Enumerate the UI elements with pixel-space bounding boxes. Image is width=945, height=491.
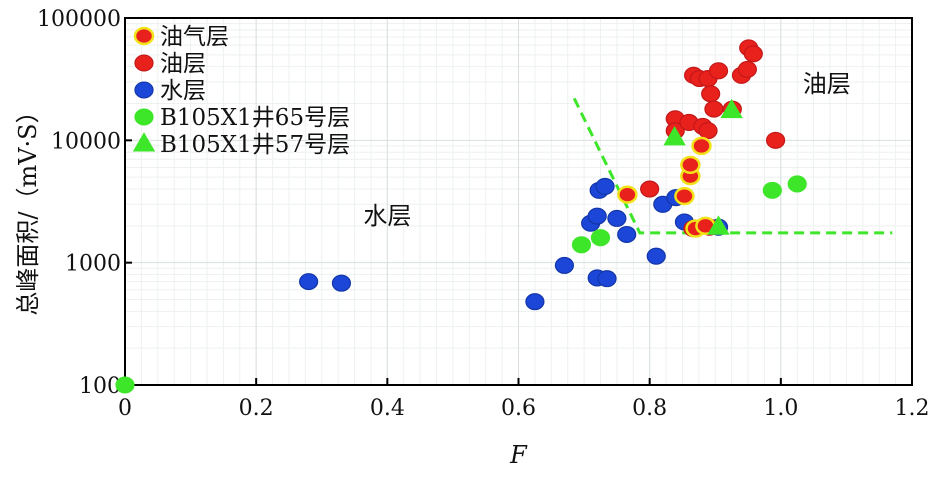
legend-label: 水层 xyxy=(160,78,206,104)
data-point-water xyxy=(331,274,352,292)
x-tick-label: 0.4 xyxy=(370,396,405,421)
data-point-b105x1-65 xyxy=(787,175,807,193)
data-point-oil xyxy=(701,85,721,103)
y-tick-label: 10000 xyxy=(51,129,121,154)
data-point-water xyxy=(554,256,575,274)
data-point-b105x1-57 xyxy=(720,98,743,119)
data-point-oil-gas xyxy=(691,136,712,156)
data-point-oil xyxy=(704,100,724,118)
data-point-oil xyxy=(737,60,757,78)
data-point-b105x1-57 xyxy=(663,126,686,146)
legend-label: 油气层 xyxy=(160,24,229,50)
x-tick-label: 1.0 xyxy=(763,396,798,421)
data-point-b105x1-57 xyxy=(707,215,730,235)
x-tick-label: 0 xyxy=(118,396,132,421)
legend-marker xyxy=(134,81,154,99)
x-tick-label: 1.2 xyxy=(895,396,930,421)
y-tick-label: 1000 xyxy=(65,252,121,277)
data-point-b105x1-65 xyxy=(571,236,592,254)
x-axis-title: F xyxy=(509,441,528,469)
data-point-b105x1-65 xyxy=(115,376,135,394)
data-point-water xyxy=(299,273,319,291)
legend-item-b105x1-57: B105X1井57号层 xyxy=(132,132,350,158)
legend-item-oil: 油层 xyxy=(134,51,206,77)
x-tick-label: 0.6 xyxy=(501,396,536,421)
y-axis-title: 总峰面积/（mV·S） xyxy=(14,99,42,315)
legend-marker xyxy=(132,132,156,152)
data-point-oil xyxy=(765,131,786,149)
data-point-oil xyxy=(698,122,718,140)
y-tick-label: 100 xyxy=(79,374,121,399)
legend-marker xyxy=(133,26,155,46)
data-point-oil-gas xyxy=(680,155,701,175)
legend-item-oil-gas: 油气层 xyxy=(133,24,229,50)
data-point-b105x1-65 xyxy=(762,181,782,199)
region-labels: 水层 油层 xyxy=(363,70,850,230)
data-point-oil xyxy=(708,62,729,80)
data-point-water xyxy=(587,207,607,225)
y-tick-label: 100000 xyxy=(37,7,121,32)
data-point-water xyxy=(525,293,545,311)
data-point-oil xyxy=(743,45,763,63)
data-points xyxy=(115,39,807,394)
legend-label: B105X1井57号层 xyxy=(160,132,350,158)
legend-label: 油层 xyxy=(160,51,206,77)
boundary-line xyxy=(572,97,893,235)
major-grid xyxy=(124,17,913,386)
region-label: 油层 xyxy=(803,70,851,98)
x-tick-labels: 0 0.2 0.4 0.6 0.8 1.0 1.2 xyxy=(118,396,930,421)
legend-marker xyxy=(134,108,154,126)
legend-item-b105x1-65: B105X1井65号层 xyxy=(134,105,350,131)
data-point-water xyxy=(595,177,615,195)
data-point-oil-gas xyxy=(617,185,638,204)
data-point-oil-gas xyxy=(674,186,695,206)
legend-marker xyxy=(134,54,154,72)
data-point-water xyxy=(597,270,617,288)
x-tick-label: 0.8 xyxy=(632,396,667,421)
legend-item-water: 水层 xyxy=(134,78,206,104)
data-point-b105x1-65 xyxy=(590,229,611,247)
y-tick-labels: 100 1000 10000 100000 xyxy=(37,7,121,399)
x-tick-label: 0.2 xyxy=(239,396,274,421)
data-point-water xyxy=(607,209,627,227)
data-point-oil xyxy=(640,180,660,198)
data-point-water xyxy=(646,247,666,265)
axis-ticks xyxy=(124,17,913,386)
data-point-water xyxy=(617,225,637,243)
legend-label: B105X1井65号层 xyxy=(160,105,350,131)
region-label: 水层 xyxy=(363,202,411,230)
